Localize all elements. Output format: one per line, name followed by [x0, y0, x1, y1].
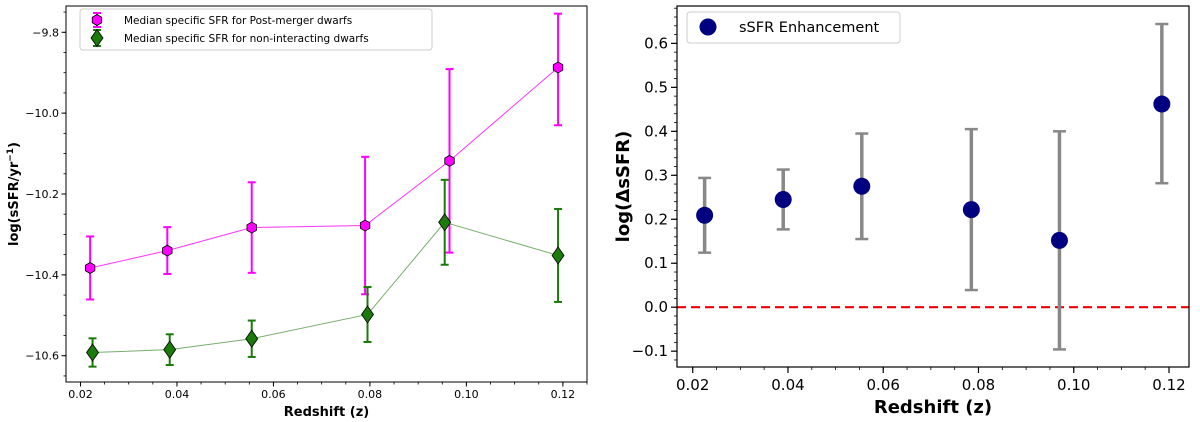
- right-chart: 0.02 0.04 0.06 0.08 0.10 0.12 −0.1 0.0 0.1 0.2 0.3…: [613, 5, 1190, 418]
- legend-label: sSFR Enhancement: [739, 20, 880, 36]
- data-point: [438, 213, 452, 232]
- plot-frame: [676, 5, 1190, 368]
- data-point: [163, 340, 177, 359]
- data-point: [84, 262, 96, 274]
- x-tick-label: 0.12: [1152, 376, 1185, 394]
- legend-marker-hexagon: [91, 14, 103, 26]
- x-tick-label: 0.02: [676, 376, 709, 394]
- plot-frame: [65, 5, 588, 383]
- legend-marker-circle: [699, 18, 717, 36]
- series-line-1: [92, 221, 559, 353]
- data-point: [1153, 95, 1171, 113]
- data-point: [853, 177, 871, 195]
- legend: Median specific SFR for Post-merger dwar…: [79, 8, 433, 51]
- legend-frame: [79, 8, 433, 51]
- y-tick-label: −10.4: [25, 269, 59, 282]
- x-tick-label: 0.10: [1057, 376, 1090, 394]
- data-point: [1050, 231, 1068, 249]
- y-tick-label: −9.8: [32, 26, 59, 39]
- x-axis-title: Redshift (z): [874, 397, 992, 418]
- data-point: [552, 61, 564, 74]
- data-point: [86, 343, 100, 362]
- legend-label: Median specific SFR for non-interacting …: [124, 33, 369, 45]
- y-tick-label: −10.0: [25, 107, 59, 120]
- y-axis-title-superscript: −1: [6, 148, 16, 162]
- data-point: [962, 201, 980, 219]
- y-tick-label: −10.2: [25, 188, 59, 201]
- data-point: [246, 221, 257, 234]
- x-tick-label: 0.02: [68, 388, 93, 401]
- y-tick-label: 0.5: [644, 78, 668, 96]
- y-axis-title: log(ΔsSFR): [613, 131, 634, 243]
- left-chart: 0.02 0.04 0.06 0.08 0.10 0.12 −10.6 −10.4 −10.2 −…: [6, 5, 588, 420]
- data-point: [245, 329, 259, 348]
- legend-label: Median specific SFR for Post-merger dwar…: [124, 15, 352, 27]
- y-axis-title-main: log(sSFR/yr: [7, 161, 22, 246]
- x-tick-label: 0.04: [165, 388, 190, 401]
- y-tick-label: 0.0: [644, 298, 668, 316]
- data-point: [774, 190, 792, 208]
- series-line-0: [90, 67, 559, 269]
- y-axis-title: log(sSFR/yr−1): [6, 142, 22, 246]
- data-point: [162, 244, 173, 257]
- x-tick-label: 0.08: [962, 376, 995, 394]
- x-tick-label: 0.06: [261, 388, 286, 401]
- y-tick-label: 0.2: [644, 210, 668, 228]
- x-tick-label: 0.12: [551, 388, 576, 401]
- data-point: [696, 206, 714, 224]
- y-tick-label: 0.4: [644, 122, 668, 140]
- x-tick-label: 0.06: [867, 376, 900, 394]
- y-tick-label: −0.1: [632, 342, 668, 360]
- data-point: [444, 154, 455, 167]
- x-axis-title: Redshift (z): [284, 405, 369, 420]
- y-tick-label: 0.1: [644, 254, 668, 272]
- legend-marker-diamond: [90, 28, 104, 48]
- data-point: [359, 219, 371, 232]
- y-tick-label: −10.6: [25, 350, 59, 363]
- y-tick-label: 0.3: [644, 166, 668, 184]
- legend: sSFR Enhancement: [686, 11, 901, 44]
- y-tick-label: 0.6: [644, 34, 668, 52]
- data-point: [551, 246, 565, 265]
- x-tick-label: 0.08: [358, 388, 383, 401]
- legend-frame: [686, 11, 901, 44]
- x-tick-label: 0.10: [454, 388, 479, 401]
- x-tick-label: 0.04: [771, 376, 804, 394]
- y-axis-title-close: ): [7, 142, 22, 148]
- data-point: [361, 305, 374, 324]
